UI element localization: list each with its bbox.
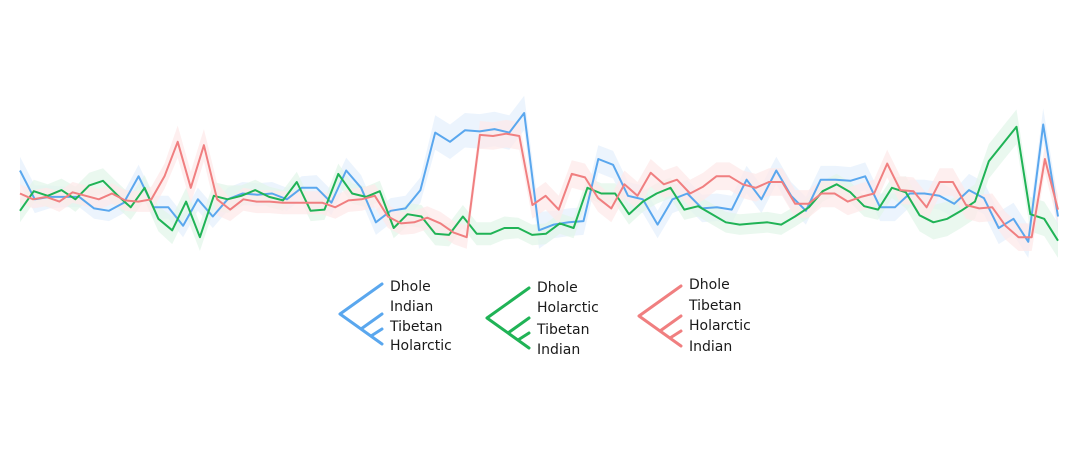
tree-label: Tibetan	[536, 322, 589, 338]
tree-label: Dhole	[537, 280, 578, 296]
tree-branches-green	[485, 286, 531, 350]
tree-label: Indian	[537, 342, 580, 358]
tree-label: Holarctic	[390, 338, 452, 354]
tree-label: Tibetan	[389, 319, 442, 335]
tree-label: Dhole	[390, 279, 431, 295]
tree-label: Dhole	[689, 277, 730, 293]
legend: Dhole Indian Tibetan Holarctic Dhole Hol…	[338, 277, 751, 358]
tree-branches-blue	[338, 282, 384, 346]
tree-label: Indian	[390, 299, 433, 315]
series-lines	[19, 112, 1059, 243]
confidence-band-green	[20, 109, 1058, 258]
tree-label: Holarctic	[537, 300, 599, 316]
legend-tree-green: Dhole Holarctic Tibetan Indian	[485, 280, 599, 358]
tree-branches-red	[637, 284, 683, 348]
tree-label: Holarctic	[689, 318, 751, 334]
series-line-blue	[19, 112, 1059, 243]
series-line-green	[19, 125, 1059, 242]
tree-label: Indian	[689, 339, 732, 355]
legend-tree-blue: Dhole Indian Tibetan Holarctic	[338, 279, 452, 354]
legend-tree-red: Dhole Tibetan Holarctic Indian	[637, 277, 751, 355]
series-line-red	[19, 132, 1059, 239]
tree-label: Tibetan	[688, 298, 741, 314]
